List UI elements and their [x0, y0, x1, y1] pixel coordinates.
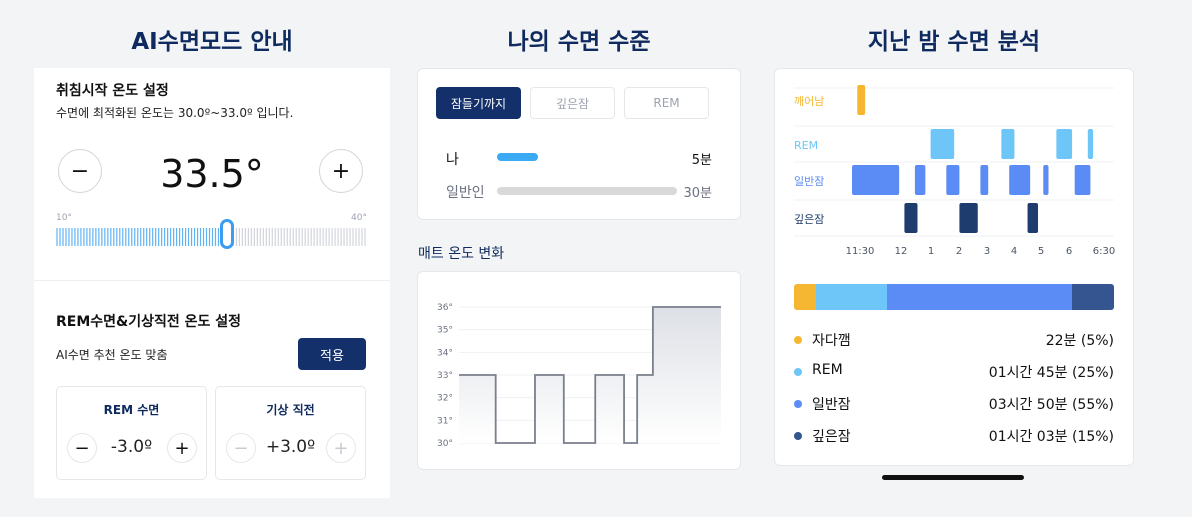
ai-recommend-label: AI수면 추천 온도 맞춤 — [56, 348, 168, 362]
summary-segment — [1072, 284, 1114, 310]
stage-segment — [946, 165, 960, 195]
time-tick-label: 12 — [895, 246, 908, 257]
temp-increase-button[interactable]: + — [319, 149, 363, 193]
stage-segment — [1027, 203, 1039, 233]
stage-label: REM — [794, 139, 818, 152]
time-tick-label: 1 — [928, 246, 934, 257]
legend-rem: REM 01시간 45분 (25%) — [794, 362, 1114, 384]
stage-segment — [930, 129, 955, 159]
stage-label: 일반잠 — [794, 174, 824, 188]
temperature-settings-panel: 취침시작 온도 설정 수면에 최적화된 온도는 30.0º~33.0º 입니다.… — [34, 68, 390, 498]
time-tick-label: 5 — [1038, 246, 1044, 257]
rem-card-title: REM 수면 — [103, 403, 160, 417]
wake-decrease-button[interactable]: − — [226, 433, 256, 463]
tab-rem[interactable]: REM — [624, 87, 709, 119]
rem-offset-value: -3.0º — [110, 437, 153, 457]
average-bar — [497, 187, 677, 195]
rem-increase-button[interactable]: + — [167, 433, 197, 463]
legend-light: 일반잠 03시간 50분 (55%) — [794, 394, 1114, 416]
me-label: 나 — [446, 152, 459, 168]
me-value: 5분 — [691, 153, 712, 168]
home-indicator — [882, 475, 1024, 480]
stage-label: 깨어남 — [794, 95, 824, 108]
wake-increase-button[interactable]: + — [326, 433, 356, 463]
sleep-summary-bar — [794, 284, 1114, 310]
y-tick-label: 34° — [437, 348, 453, 358]
stage-segment — [959, 203, 978, 233]
stage-segment — [1009, 165, 1031, 195]
y-tick-label: 32° — [437, 394, 453, 404]
summary-segment — [816, 284, 887, 310]
y-tick-label: 31° — [437, 416, 453, 426]
middle-column-title: 나의 수면 수준 — [507, 29, 651, 55]
stage-segment — [857, 85, 866, 115]
tab-deep-sleep[interactable]: 깊은잠 — [530, 87, 615, 119]
rem-sleep-card: REM 수면 − -3.0º + — [56, 386, 207, 480]
tab-fall-asleep[interactable]: 잠들기까지 — [436, 87, 521, 119]
stage-segment — [904, 203, 918, 233]
mat-temp-title: 매트 온도 변화 — [418, 246, 505, 262]
time-tick-label: 6 — [1066, 246, 1072, 257]
current-temperature: 33.5° — [160, 152, 264, 196]
wake-card-title: 기상 직전 — [266, 403, 315, 417]
temp-area — [459, 307, 721, 443]
legend-rem-value: 01시간 45분 (25%) — [988, 365, 1114, 381]
stage-segment — [1074, 165, 1091, 195]
mat-temp-chart: 36° 35° 34° 33° 32° 31° 30° — [437, 303, 721, 449]
start-temp-description: 수면에 최적화된 온도는 30.0º~33.0º 입니다. — [56, 106, 294, 120]
temperature-slider[interactable] — [56, 228, 366, 246]
average-value: 30분 — [683, 186, 712, 201]
y-tick-label: 33° — [437, 371, 453, 381]
start-temp-heading: 취침시작 온도 설정 — [56, 83, 169, 99]
y-tick-label: 30° — [437, 439, 453, 449]
time-tick-label: 2 — [956, 246, 962, 257]
right-column-title: 지난 밤 수면 분석 — [867, 29, 1041, 55]
stage-segment — [1056, 129, 1073, 159]
legend-light-name: 일반잠 — [812, 397, 851, 413]
stage-segment — [914, 165, 926, 195]
y-tick-label: 36° — [437, 303, 453, 313]
summary-segment — [794, 284, 817, 310]
apply-button[interactable]: 적용 — [298, 338, 366, 370]
slider-handle[interactable] — [219, 219, 234, 249]
legend-light-value: 03시간 50분 (55%) — [988, 397, 1114, 413]
temp-line — [459, 306, 721, 444]
section-divider — [34, 280, 390, 281]
legend-awake: 자다깸 22분 (5%) — [794, 330, 1114, 352]
stage-label: 깊은잠 — [794, 213, 824, 226]
rem-temp-heading: REM수면&기상직전 온도 설정 — [56, 314, 242, 330]
wake-offset-value: +3.0º — [265, 437, 316, 457]
stage-segment — [852, 165, 900, 195]
stage-segment — [1043, 165, 1049, 195]
slider-max-label: 40° — [351, 213, 367, 223]
rem-decrease-button[interactable]: − — [67, 433, 97, 463]
time-tick-label: 3 — [984, 246, 990, 257]
average-label: 일반인 — [446, 185, 485, 201]
time-tick-label: 11:30 — [846, 246, 875, 257]
legend-awake-name: 자다깸 — [812, 333, 851, 349]
awake-dot — [794, 336, 802, 344]
time-tick-label: 6:30 — [1093, 246, 1115, 257]
light-dot — [794, 400, 802, 408]
left-column-title: AI수면모드 안내 — [131, 29, 293, 55]
time-tick-label: 4 — [1011, 246, 1017, 257]
me-bar-fill — [497, 153, 539, 161]
deep-dot — [794, 432, 802, 440]
stage-segment — [1001, 129, 1015, 159]
before-wake-card: 기상 직전 − +3.0º + — [215, 386, 366, 480]
y-tick-label: 35° — [437, 326, 453, 336]
legend-deep-name: 깊은잠 — [812, 429, 851, 445]
slider-min-label: 10° — [56, 213, 72, 223]
summary-segment — [886, 284, 1073, 310]
stage-segment — [1087, 129, 1094, 159]
legend-deep: 깊은잠 01시간 03분 (15%) — [794, 426, 1114, 448]
temp-decrease-button[interactable]: − — [58, 149, 102, 193]
legend-awake-value: 22분 (5%) — [1045, 333, 1114, 349]
legend-rem-name: REM — [812, 362, 843, 378]
stage-segment — [980, 165, 989, 195]
rem-dot — [794, 368, 802, 376]
legend-deep-value: 01시간 03분 (15%) — [988, 429, 1114, 445]
